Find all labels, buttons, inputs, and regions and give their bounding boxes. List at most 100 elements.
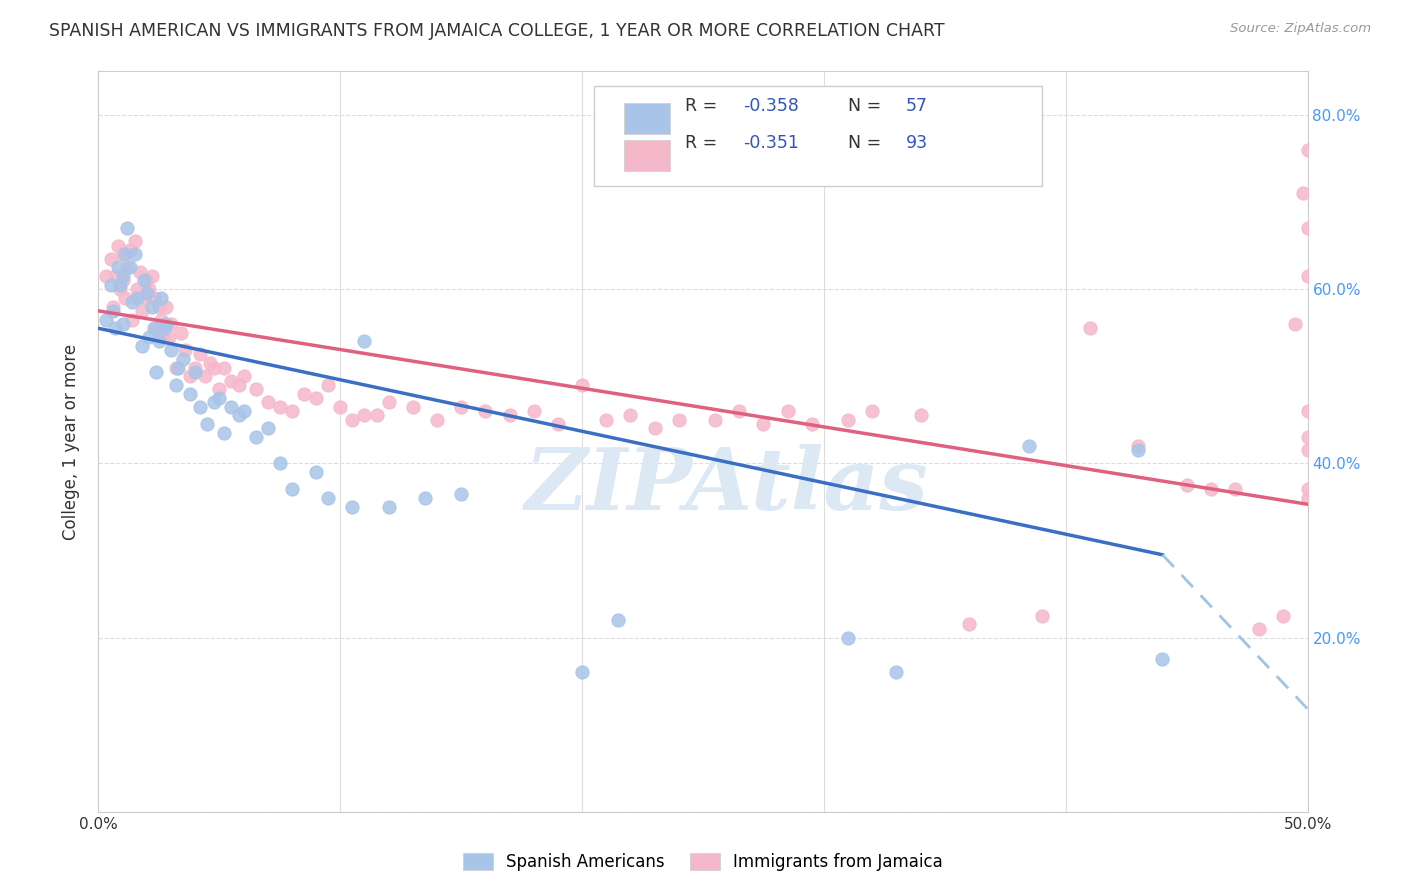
Point [1292, 186, 1315, 201]
Point [256, 395, 278, 409]
Point [776, 404, 799, 418]
Point [152, 321, 174, 335]
Point [228, 409, 250, 423]
Point [228, 378, 250, 392]
Point [148, 334, 170, 349]
Point [135, 286, 157, 301]
Text: N =: N = [848, 134, 887, 153]
Point [316, 491, 339, 505]
Point [208, 382, 231, 396]
Point [474, 404, 496, 418]
Point [143, 321, 166, 335]
Point [910, 409, 932, 423]
Point [837, 413, 859, 427]
Point [179, 369, 201, 384]
Point [366, 409, 388, 423]
Point [752, 417, 775, 431]
Point [547, 417, 569, 431]
Point [353, 409, 375, 423]
Point [1175, 478, 1198, 492]
Point [121, 295, 143, 310]
Point [100, 252, 122, 266]
Point [141, 268, 163, 283]
Point [145, 365, 167, 379]
Point [1296, 404, 1319, 418]
Point [155, 317, 177, 331]
Point [169, 326, 191, 340]
Point [305, 391, 328, 405]
Point [595, 413, 617, 427]
Point [1078, 321, 1101, 335]
Point [957, 617, 980, 632]
Point [184, 360, 207, 375]
Point [165, 378, 187, 392]
Point [124, 247, 146, 261]
Point [155, 300, 177, 314]
Point [212, 360, 235, 375]
Point [131, 304, 153, 318]
Point [1296, 491, 1319, 505]
Point [886, 665, 908, 680]
Point [668, 413, 690, 427]
Point [204, 360, 226, 375]
Point [208, 391, 231, 405]
Point [1223, 483, 1246, 497]
Point [269, 400, 291, 414]
Point [118, 243, 141, 257]
Text: R =: R = [685, 97, 723, 115]
Point [571, 378, 593, 392]
Point [114, 291, 136, 305]
Point [571, 665, 593, 680]
Bar [624, 103, 671, 135]
Text: -0.358: -0.358 [742, 97, 799, 115]
Point [108, 282, 131, 296]
Point [94, 268, 117, 283]
Point [134, 291, 156, 305]
Point [353, 334, 375, 349]
Point [269, 456, 291, 470]
Legend: Spanish Americans, Immigrants from Jamaica: Spanish Americans, Immigrants from Jamai… [454, 845, 952, 880]
Point [1018, 439, 1040, 453]
Point [152, 330, 174, 344]
Text: R =: R = [685, 134, 723, 153]
Text: SPANISH AMERICAN VS IMMIGRANTS FROM JAMAICA COLLEGE, 1 YEAR OR MORE CORRELATION : SPANISH AMERICAN VS IMMIGRANTS FROM JAMA… [49, 22, 945, 40]
Point [256, 421, 278, 435]
Point [426, 413, 449, 427]
Point [498, 409, 520, 423]
Point [111, 247, 134, 261]
Point [450, 400, 472, 414]
Point [165, 360, 187, 375]
Point [188, 347, 211, 361]
Point [1199, 483, 1222, 497]
Point [104, 321, 127, 335]
Point [184, 365, 207, 379]
Point [1152, 652, 1174, 666]
Point [644, 421, 666, 435]
Point [108, 277, 131, 292]
Point [111, 317, 134, 331]
Point [1284, 317, 1306, 331]
Point [413, 491, 436, 505]
Point [118, 260, 141, 275]
Point [1031, 608, 1053, 623]
Point [195, 417, 218, 431]
Point [1296, 221, 1319, 235]
Point [450, 487, 472, 501]
Point [111, 273, 134, 287]
Point [128, 265, 150, 279]
Point [114, 247, 136, 261]
Point [138, 330, 160, 344]
Point [1272, 608, 1295, 623]
Point [329, 400, 352, 414]
Point [305, 465, 328, 479]
Y-axis label: College, 1 year or more: College, 1 year or more [62, 343, 80, 540]
Point [1296, 143, 1319, 157]
Point [281, 404, 304, 418]
Point [124, 234, 146, 248]
Point [316, 378, 339, 392]
Point [1128, 439, 1150, 453]
Point [402, 400, 425, 414]
Point [131, 339, 153, 353]
Point [111, 268, 134, 283]
Point [1128, 443, 1150, 458]
